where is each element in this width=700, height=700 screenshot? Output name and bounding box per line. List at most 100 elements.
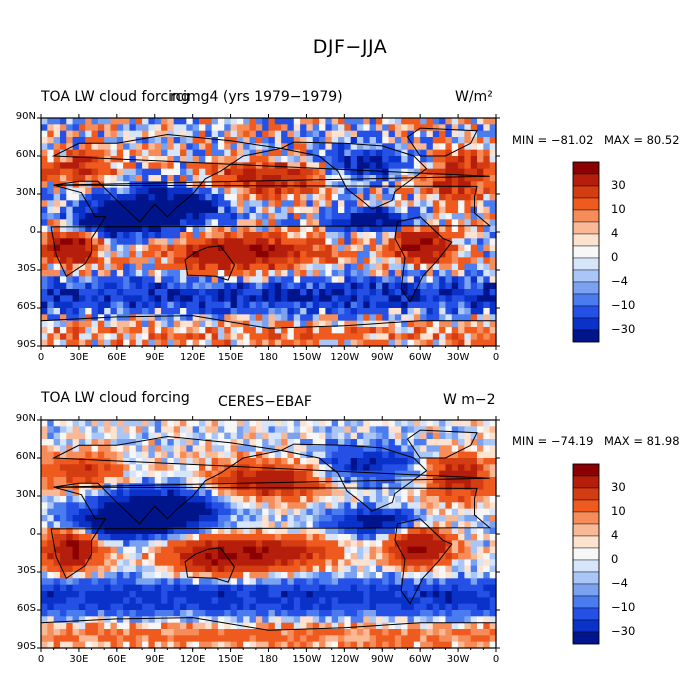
heat-cell	[439, 540, 447, 548]
heat-cell	[293, 225, 301, 233]
heat-cell	[78, 320, 86, 328]
heat-cell	[401, 194, 409, 201]
heat-cell	[66, 451, 74, 459]
heat-cell	[104, 137, 112, 144]
heat-cell	[41, 270, 48, 277]
heat-cell	[85, 124, 93, 132]
heat-cell	[432, 168, 440, 176]
heat-cell	[432, 219, 440, 227]
heat-cell	[331, 584, 339, 592]
heat-cell	[224, 213, 232, 220]
heat-cell	[230, 320, 238, 328]
heat-cell	[325, 540, 333, 548]
heat-cell	[293, 559, 301, 567]
heat-cell	[161, 156, 168, 163]
heat-cell	[401, 572, 409, 579]
heat-cell	[59, 263, 67, 271]
heat-cell	[154, 219, 162, 227]
heat-cell	[445, 168, 453, 176]
heat-cell	[356, 496, 364, 503]
heat-cell	[268, 194, 276, 201]
heat-cell	[104, 320, 112, 328]
heat-cell	[451, 301, 459, 309]
heat-cell	[413, 175, 421, 182]
heat-cell	[192, 200, 200, 208]
heat-cell	[293, 251, 301, 258]
heat-cell	[401, 534, 409, 541]
heat-cell	[116, 175, 124, 182]
heat-cell	[350, 426, 358, 434]
heat-cell	[401, 420, 409, 427]
heat-cell	[483, 327, 491, 334]
heat-cell	[344, 489, 352, 497]
heat-cell	[104, 276, 112, 284]
heat-cell	[344, 470, 352, 478]
heat-cell	[198, 244, 206, 252]
heat-cell	[154, 565, 162, 573]
heat-cell	[312, 137, 320, 144]
heat-cell	[293, 470, 301, 478]
heat-cell	[66, 263, 74, 271]
heat-cell	[116, 553, 124, 560]
heat-cell	[420, 553, 428, 560]
heat-cell	[426, 257, 434, 265]
heat-cell	[375, 339, 383, 347]
heat-cell	[356, 143, 364, 151]
heat-cell	[281, 308, 289, 315]
heat-cell	[230, 420, 238, 427]
heat-cell	[439, 118, 447, 125]
heat-cell	[243, 276, 251, 284]
heat-cell	[375, 156, 383, 163]
heat-cell	[262, 470, 270, 478]
heat-cell	[116, 327, 124, 334]
heat-cell	[356, 534, 364, 541]
heat-cell	[217, 553, 225, 560]
heat-cell	[78, 420, 86, 427]
heat-cell	[97, 263, 105, 271]
heat-cell	[154, 572, 162, 579]
heat-cell	[198, 578, 206, 586]
heat-cell	[59, 200, 67, 208]
heat-cell	[477, 432, 484, 440]
heat-cell	[142, 118, 150, 125]
heat-cell	[53, 238, 61, 246]
heat-cell	[413, 168, 421, 176]
heat-cell	[47, 333, 55, 341]
heat-cell	[413, 464, 421, 472]
heat-cell	[350, 130, 358, 138]
heat-cell	[344, 572, 352, 579]
heat-cell	[78, 175, 86, 182]
heat-cell	[445, 130, 453, 138]
heat-cell	[483, 263, 491, 271]
heat-cell	[306, 263, 314, 271]
heat-cell	[262, 137, 270, 144]
heat-cell	[78, 289, 86, 296]
heat-cell	[173, 282, 181, 290]
heat-cell	[142, 137, 150, 144]
heat-cell	[192, 175, 200, 182]
heat-cell	[375, 149, 383, 157]
heat-cell	[375, 451, 383, 459]
heat-cell	[230, 540, 238, 548]
heat-cell	[249, 263, 257, 271]
heat-cell	[97, 591, 105, 598]
heat-cell	[97, 238, 105, 246]
panel2-units: W m−2	[443, 392, 496, 408]
heat-cell	[350, 270, 358, 277]
heat-cell	[198, 603, 206, 611]
heat-cell	[407, 502, 415, 510]
heat-cell	[439, 464, 447, 472]
heat-cell	[312, 232, 320, 239]
heat-cell	[451, 439, 459, 446]
heat-cell	[274, 534, 282, 541]
heat-cell	[85, 130, 93, 138]
heat-cell	[154, 432, 162, 440]
heat-cell	[230, 238, 238, 246]
heat-cell	[344, 464, 352, 472]
heat-cell	[350, 439, 358, 446]
heat-cell	[369, 232, 377, 239]
heat-cell	[91, 439, 99, 446]
heat-cell	[148, 289, 156, 296]
heat-cell	[445, 200, 453, 208]
heat-cell	[255, 295, 263, 303]
